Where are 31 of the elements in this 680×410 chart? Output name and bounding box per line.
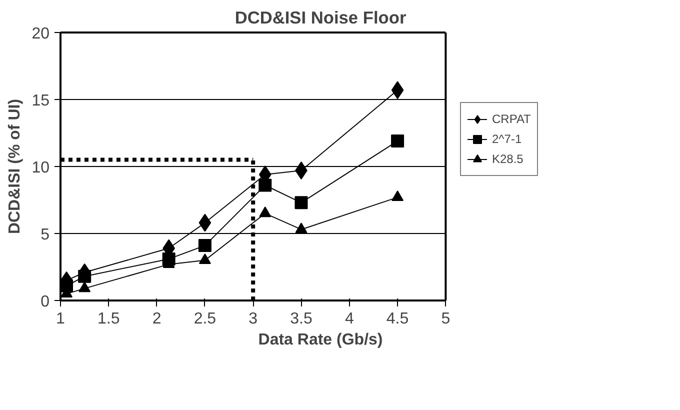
y-tick-label: 10 (32, 160, 50, 176)
point (198, 239, 212, 252)
x-tick-label: 3.5 (290, 310, 312, 328)
x-tick-label: 2 (152, 310, 162, 328)
y-tick-label: 20 (32, 26, 50, 42)
point (198, 253, 211, 264)
y-tick-label: 5 (40, 226, 50, 244)
x-tick-label: 2.5 (194, 310, 216, 328)
point (78, 270, 92, 283)
x-tick-label: 4.5 (386, 310, 409, 328)
point (259, 206, 272, 218)
point (294, 196, 308, 210)
point (198, 214, 212, 232)
point (391, 81, 404, 100)
x-tick-label: 3 (248, 310, 258, 328)
y-axis-title: DCD&ISI (% of UI) (6, 98, 24, 234)
point (391, 134, 404, 148)
y-tick-label: 15 (32, 92, 50, 110)
point (295, 222, 308, 234)
legend-label: K28.5 (492, 152, 524, 166)
x-tick-label: 5 (441, 310, 450, 328)
legend-label: CRPAT (492, 112, 531, 126)
point (78, 282, 91, 292)
x-tick-label: 4 (344, 310, 354, 328)
x-tick-label: 1.5 (98, 310, 120, 328)
y-tick-label: 0 (40, 294, 50, 310)
x-axis-title: Data Rate (Gb/s) (258, 332, 383, 348)
x-tick-label: 1 (56, 310, 66, 328)
point (258, 178, 272, 192)
chart-title: DCD&ISI Noise Floor (234, 8, 406, 28)
legend-label: 2^7-1 (492, 132, 522, 146)
